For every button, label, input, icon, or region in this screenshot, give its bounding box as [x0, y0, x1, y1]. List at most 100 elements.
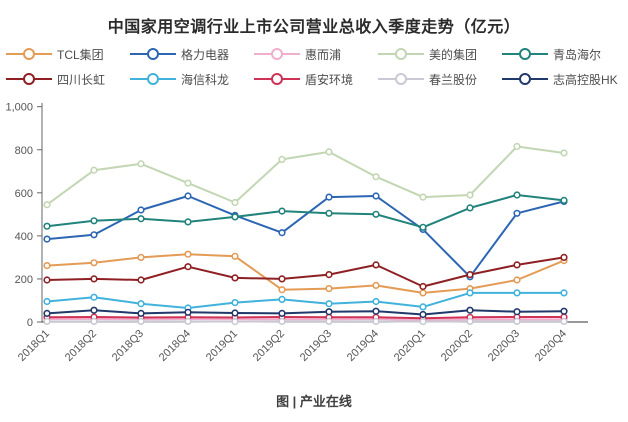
legend-item-春兰股份[interactable]: 春兰股份 — [378, 69, 498, 89]
series-line — [46, 256, 565, 288]
series-TCL集团 — [43, 250, 568, 297]
legend-item-四川长虹[interactable]: 四川长虹 — [6, 69, 126, 89]
data-point — [325, 193, 333, 201]
data-point — [278, 309, 286, 317]
legend-line-icon — [502, 73, 548, 85]
legend-line-icon — [378, 73, 424, 85]
data-point — [90, 293, 98, 301]
legend-item-TCL集团[interactable]: TCL集团 — [6, 44, 126, 64]
data-point — [231, 213, 239, 221]
series-美的集团 — [43, 142, 568, 209]
data-point — [419, 193, 427, 201]
y-tick-label: 200 — [15, 274, 33, 286]
data-point — [90, 166, 98, 174]
data-point — [466, 306, 474, 314]
data-point — [137, 317, 145, 325]
data-point — [278, 155, 286, 164]
data-point — [137, 309, 145, 317]
data-point — [90, 275, 98, 283]
data-point — [278, 275, 286, 283]
data-point — [43, 222, 51, 230]
x-tick-label: 2020Q3 — [486, 328, 522, 364]
data-point — [419, 310, 427, 319]
data-point — [325, 209, 333, 217]
series-line — [47, 318, 564, 322]
data-point — [90, 259, 98, 267]
legend-line-icon — [378, 48, 424, 60]
series-格力电器 — [43, 192, 568, 281]
data-point — [513, 276, 521, 284]
data-point — [513, 191, 521, 199]
series-志高控股HK — [43, 306, 568, 319]
data-point — [325, 300, 333, 308]
legend-label: 四川长虹 — [57, 72, 106, 87]
legend-item-盾安环境[interactable]: 盾安环境 — [254, 69, 374, 89]
x-tick-label: 2020Q2 — [439, 328, 475, 364]
data-point — [137, 300, 145, 308]
legend-line-icon — [6, 48, 52, 60]
legend-line-icon — [6, 73, 52, 85]
data-point — [372, 307, 380, 315]
data-point — [278, 317, 286, 325]
legend-item-格力电器[interactable]: 格力电器 — [130, 44, 250, 64]
legend-item-惠而浦[interactable]: 惠而浦 — [254, 44, 374, 64]
data-point — [184, 308, 192, 316]
legend-line-icon — [130, 73, 176, 85]
data-point — [231, 274, 239, 282]
legend: TCL集团 格力电器 惠而浦 美的集团 青岛海尔四川长虹 海信科龙 盾安环境 春兰股份 志高控股… — [6, 44, 622, 89]
data-point — [372, 192, 380, 200]
data-point — [372, 317, 380, 325]
data-point — [419, 318, 427, 326]
legend-label: 志高控股HK — [553, 72, 618, 87]
data-point — [90, 231, 98, 239]
data-point — [184, 263, 192, 271]
x-tick-label: 2019Q4 — [345, 328, 381, 364]
data-point — [560, 317, 568, 325]
legend-item-青岛海尔[interactable]: 青岛海尔 — [502, 44, 622, 64]
x-tick-label: 2018Q2 — [63, 328, 99, 364]
x-tick-label: 2019Q2 — [251, 328, 287, 364]
data-point — [43, 297, 51, 306]
data-point — [184, 192, 192, 200]
data-point — [231, 299, 239, 307]
data-point — [137, 206, 145, 214]
data-point — [325, 285, 333, 293]
legend-line-icon — [130, 48, 176, 60]
data-point — [325, 317, 333, 325]
data-point — [513, 308, 521, 316]
data-point — [278, 286, 286, 294]
data-point — [137, 160, 145, 168]
data-point — [184, 317, 192, 325]
data-point — [137, 276, 145, 284]
data-point — [278, 207, 286, 215]
series-line — [46, 194, 565, 229]
data-point — [560, 149, 568, 157]
legend-label: 美的集团 — [429, 47, 478, 62]
legend-label: 惠而浦 — [305, 47, 342, 62]
legend-line-icon — [502, 48, 548, 60]
data-point — [231, 318, 239, 326]
data-point — [231, 198, 239, 207]
data-point — [325, 148, 333, 156]
data-point — [560, 253, 568, 261]
legend-label: 春兰股份 — [429, 72, 478, 87]
data-point — [513, 289, 521, 297]
data-point — [278, 295, 286, 303]
legend-item-美的集团[interactable]: 美的集团 — [378, 44, 498, 64]
data-point — [372, 173, 380, 181]
data-point — [43, 317, 51, 325]
series-四川长虹 — [43, 253, 568, 291]
legend-item-志高控股HK[interactable]: 志高控股HK — [502, 69, 622, 89]
series-line — [46, 253, 565, 294]
series-line — [46, 316, 564, 320]
chart-title: 中国家用空调行业上市公司营业总收入季度走势（亿元） — [107, 19, 521, 36]
legend-label: 盾安环境 — [305, 72, 354, 87]
data-point — [419, 223, 427, 231]
data-point — [184, 250, 192, 258]
data-point — [137, 215, 145, 223]
data-point — [513, 142, 521, 151]
x-tick-label: 2018Q3 — [110, 328, 146, 364]
legend-label: 海信科龙 — [181, 72, 230, 87]
legend-item-海信科龙[interactable]: 海信科龙 — [130, 69, 250, 89]
